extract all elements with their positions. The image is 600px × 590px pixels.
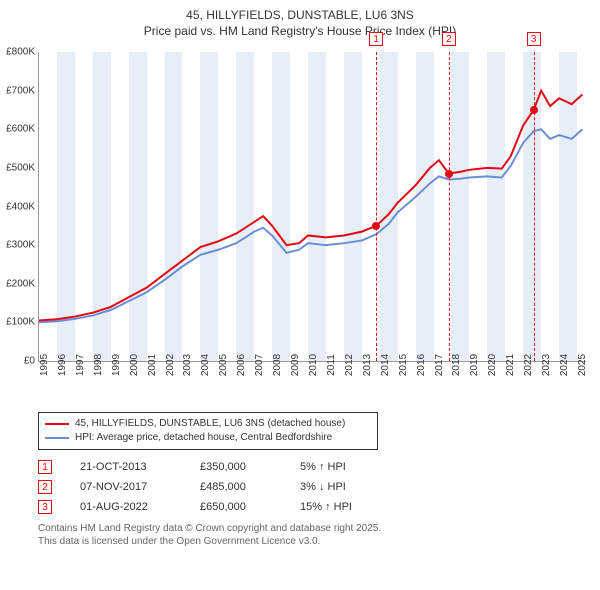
event-row: 3 01-AUG-2022£650,00015% ↑ HPI xyxy=(38,500,600,514)
y-tick-label: £800K xyxy=(6,47,35,58)
x-tick-label: 2004 xyxy=(200,354,211,376)
marker-dot xyxy=(445,170,453,178)
marker-vline xyxy=(534,52,535,361)
x-tick-label: 2008 xyxy=(272,354,283,376)
legend: 45, HILLYFIELDS, DUNSTABLE, LU6 3NS (det… xyxy=(38,412,378,450)
x-tick-label: 2002 xyxy=(165,354,176,376)
event-price: £350,000 xyxy=(200,461,300,473)
event-date: 07-NOV-2017 xyxy=(80,481,200,493)
series-hpi xyxy=(39,129,582,322)
chart-lines xyxy=(39,52,586,361)
x-tick-label: 2019 xyxy=(469,354,480,376)
event-number: 2 xyxy=(38,480,52,494)
x-tick-label: 2021 xyxy=(505,354,516,376)
title-line1: 45, HILLYFIELDS, DUNSTABLE, LU6 3NS xyxy=(0,8,600,22)
plot-area: £0£100K£200K£300K£400K£500K£600K£700K£80… xyxy=(38,52,586,362)
x-tick-label: 1997 xyxy=(75,354,86,376)
marker-dot xyxy=(530,106,538,114)
x-tick-label: 2005 xyxy=(218,354,229,376)
y-tick-label: £300K xyxy=(6,240,35,251)
x-tick-label: 2013 xyxy=(362,354,373,376)
x-tick-label: 1996 xyxy=(57,354,68,376)
x-tick-label: 1998 xyxy=(93,354,104,376)
event-table: 1 21-OCT-2013£350,0005% ↑ HPI 2 07-NOV-2017… xyxy=(38,460,600,514)
event-hpi: 5% ↑ HPI xyxy=(300,461,420,473)
legend-swatch xyxy=(45,423,69,425)
x-tick-label: 2000 xyxy=(129,354,140,376)
x-tick-label: 2017 xyxy=(434,354,445,376)
x-tick-label: 1995 xyxy=(39,354,50,376)
marker-number: 1 xyxy=(369,32,383,46)
y-tick-label: £700K xyxy=(6,85,35,96)
y-tick-label: £100K xyxy=(6,317,35,328)
x-tick-label: 2006 xyxy=(236,354,247,376)
marker-vline xyxy=(449,52,450,361)
x-tick-label: 2025 xyxy=(577,354,588,376)
x-tick-label: 2024 xyxy=(559,354,570,376)
y-tick-label: £0 xyxy=(24,356,35,367)
attribution-line2: This data is licensed under the Open Gov… xyxy=(38,535,600,548)
y-tick-label: £500K xyxy=(6,162,35,173)
event-date: 01-AUG-2022 xyxy=(80,501,200,513)
event-row: 2 07-NOV-2017£485,0003% ↓ HPI xyxy=(38,480,600,494)
y-tick-label: £400K xyxy=(6,201,35,212)
legend-label: HPI: Average price, detached house, Cent… xyxy=(75,431,332,445)
x-tick-label: 2009 xyxy=(290,354,301,376)
x-tick-label: 2003 xyxy=(182,354,193,376)
x-tick-label: 2020 xyxy=(487,354,498,376)
marker-number: 3 xyxy=(527,32,541,46)
x-tick-label: 2010 xyxy=(308,354,319,376)
event-number: 3 xyxy=(38,500,52,514)
event-date: 21-OCT-2013 xyxy=(80,461,200,473)
x-tick-label: 2023 xyxy=(541,354,552,376)
attribution: Contains HM Land Registry data © Crown c… xyxy=(38,522,600,548)
y-tick-label: £200K xyxy=(6,278,35,289)
x-tick-label: 2015 xyxy=(398,354,409,376)
x-tick-label: 1999 xyxy=(111,354,122,376)
event-hpi: 15% ↑ HPI xyxy=(300,501,420,513)
event-row: 1 21-OCT-2013£350,0005% ↑ HPI xyxy=(38,460,600,474)
event-number: 1 xyxy=(38,460,52,474)
x-tick-label: 2014 xyxy=(380,354,391,376)
title-line2: Price paid vs. HM Land Registry's House … xyxy=(0,24,600,38)
x-tick-label: 2007 xyxy=(254,354,265,376)
x-tick-label: 2001 xyxy=(147,354,158,376)
attribution-line1: Contains HM Land Registry data © Crown c… xyxy=(38,522,600,535)
x-tick-label: 2022 xyxy=(523,354,534,376)
series-property xyxy=(39,91,582,321)
marker-vline xyxy=(376,52,377,361)
legend-row: 45, HILLYFIELDS, DUNSTABLE, LU6 3NS (det… xyxy=(45,417,371,431)
chart-title-block: 45, HILLYFIELDS, DUNSTABLE, LU6 3NS Pric… xyxy=(0,0,600,42)
x-tick-label: 2012 xyxy=(344,354,355,376)
y-tick-label: £600K xyxy=(6,124,35,135)
x-tick-label: 2016 xyxy=(416,354,427,376)
event-hpi: 3% ↓ HPI xyxy=(300,481,420,493)
legend-swatch xyxy=(45,437,69,439)
event-price: £650,000 xyxy=(200,501,300,513)
event-price: £485,000 xyxy=(200,481,300,493)
marker-dot xyxy=(372,222,380,230)
x-tick-label: 2018 xyxy=(451,354,462,376)
x-tick-label: 2011 xyxy=(326,354,337,376)
legend-row: HPI: Average price, detached house, Cent… xyxy=(45,431,371,445)
chart: £0 £100K £200K £300K £400K £500K £600K £700K £80… xyxy=(8,46,592,406)
marker-number: 2 xyxy=(442,32,456,46)
legend-label: 45, HILLYFIELDS, DUNSTABLE, LU6 3NS (det… xyxy=(75,417,345,431)
